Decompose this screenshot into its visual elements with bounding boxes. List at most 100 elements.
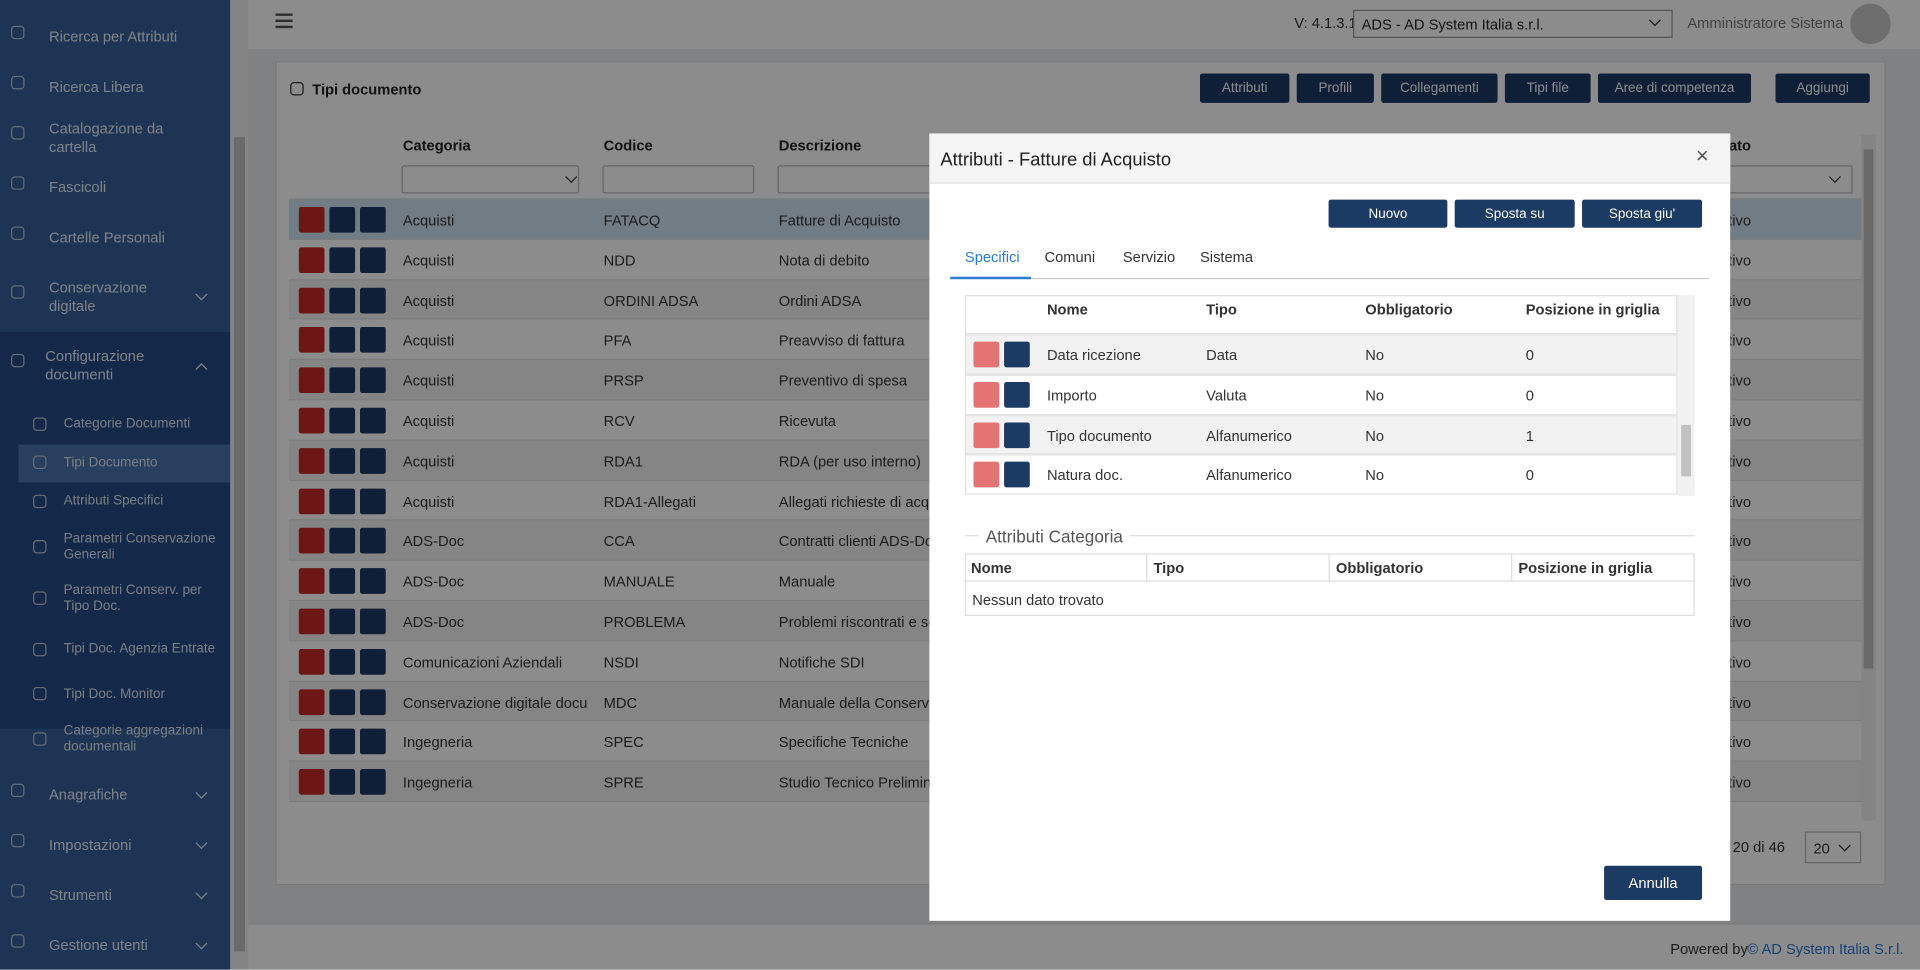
row-action[interactable]	[360, 206, 386, 233]
row-action[interactable]	[360, 528, 386, 554]
row-action[interactable]	[329, 488, 356, 514]
row-action[interactable]	[329, 327, 356, 354]
page-size[interactable]: 20	[1804, 831, 1862, 864]
column-filter[interactable]	[602, 165, 755, 194]
submenu-item[interactable]: Tipi Doc. Monitor	[63, 686, 165, 702]
row-action[interactable]	[298, 447, 325, 474]
modal-button[interactable]: Nuovo	[1328, 199, 1448, 228]
tab[interactable]: Specifici	[964, 248, 1020, 266]
row-action[interactable]	[298, 488, 325, 514]
row-delete[interactable]	[973, 421, 1000, 448]
menu-item[interactable]: Ricerca per Attributi	[48, 28, 178, 46]
row-action[interactable]	[298, 648, 325, 675]
row-edit[interactable]	[1004, 421, 1030, 448]
cell: NDD	[603, 251, 636, 270]
menu-item[interactable]: Configurazione documenti	[45, 347, 145, 384]
row-action[interactable]	[329, 247, 356, 273]
company-select[interactable]: ADS - AD System Italia s.r.l.	[1353, 9, 1673, 38]
row-action[interactable]	[360, 247, 386, 273]
add-button[interactable]: Aggiungi	[1775, 73, 1870, 103]
menu-item[interactable]: Ricerca Libera	[48, 78, 144, 96]
row-action[interactable]	[298, 769, 325, 795]
menu-item[interactable]: Anagrafiche	[48, 786, 128, 804]
row-action[interactable]	[329, 729, 356, 755]
cancel-button[interactable]: Annulla	[1604, 865, 1703, 901]
row-action[interactable]	[298, 528, 325, 554]
row-action[interactable]	[360, 648, 386, 675]
column-header[interactable]: Descrizione	[778, 137, 862, 155]
column-filter[interactable]	[777, 165, 949, 194]
row-action[interactable]	[298, 608, 325, 635]
row-action[interactable]	[298, 688, 325, 715]
row-action[interactable]	[329, 568, 356, 595]
grid-cell: 0	[1525, 467, 1534, 485]
submenu-item[interactable]: Tipi Documento	[63, 455, 158, 470]
row-action[interactable]	[298, 367, 325, 394]
row-action[interactable]	[298, 729, 325, 755]
submenu-item[interactable]: Categorie aggregazioni documentali	[63, 723, 203, 755]
row-action[interactable]	[360, 769, 386, 795]
row-action[interactable]	[329, 407, 356, 434]
action-button[interactable]: Aree di competenza	[1597, 73, 1752, 103]
tab[interactable]: Comuni	[1044, 248, 1096, 266]
row-edit[interactable]	[1004, 381, 1030, 408]
action-button[interactable]: Attributi	[1200, 73, 1290, 103]
row-action[interactable]	[360, 568, 386, 595]
submenu-item[interactable]: Attributi Specifici	[63, 493, 164, 509]
row-action[interactable]	[360, 447, 386, 474]
row-action[interactable]	[329, 528, 356, 554]
row-action[interactable]	[329, 287, 356, 313]
action-button[interactable]: Collegamenti	[1381, 73, 1498, 103]
column-header[interactable]: Codice	[603, 137, 653, 155]
menu-item[interactable]: Impostazioni	[48, 836, 132, 854]
menu-item[interactable]: Gestione utenti	[48, 936, 148, 954]
menu-item[interactable]: Strumenti	[48, 886, 112, 904]
row-action[interactable]	[329, 447, 356, 474]
menu-item[interactable]: Fascicoli	[48, 178, 107, 196]
close-button[interactable]: ×	[1695, 143, 1709, 168]
row-action[interactable]	[298, 568, 325, 595]
tab[interactable]: Sistema	[1200, 248, 1254, 266]
row-edit[interactable]	[1004, 462, 1030, 488]
column-header[interactable]: Categoria	[402, 137, 471, 155]
row-action[interactable]	[360, 407, 386, 434]
modal-button[interactable]: Sposta su	[1454, 199, 1575, 228]
modal-button[interactable]: Sposta giu'	[1582, 199, 1703, 228]
row-action[interactable]	[360, 287, 386, 313]
row-edit[interactable]	[1004, 341, 1030, 368]
row-action[interactable]	[329, 648, 356, 675]
row-action[interactable]	[360, 729, 386, 755]
row-action[interactable]	[298, 287, 325, 313]
row-action[interactable]	[360, 688, 386, 715]
menu-item[interactable]: Catalogazione da cartella	[48, 119, 164, 155]
submenu-item[interactable]: Tipi Doc. Agenzia Entrate	[63, 641, 216, 657]
tab[interactable]: Servizio	[1122, 248, 1176, 266]
action-button[interactable]: Profili	[1296, 73, 1374, 103]
row-action[interactable]	[329, 608, 356, 635]
row-action[interactable]	[329, 688, 356, 715]
row-delete[interactable]	[973, 341, 1000, 368]
row-action[interactable]	[298, 206, 325, 233]
row-action[interactable]	[360, 488, 386, 514]
row-action[interactable]	[298, 407, 325, 434]
action-button[interactable]: Tipi file	[1504, 73, 1591, 103]
row-delete[interactable]	[973, 462, 1000, 488]
submenu-item[interactable]: Parametri Conserv. per Tipo Doc.	[63, 582, 202, 613]
row-action[interactable]	[329, 206, 356, 233]
row-action[interactable]	[298, 247, 325, 273]
row-action[interactable]	[298, 327, 325, 354]
menu-item[interactable]: Cartelle Personali	[48, 228, 165, 247]
submenu-item[interactable]: Categorie Documenti	[63, 416, 191, 432]
row-delete[interactable]	[973, 381, 1000, 408]
stato-filter[interactable]	[1720, 165, 1853, 194]
footer-link[interactable]: © AD System Italia S.r.l.	[1747, 940, 1904, 958]
grid-header	[964, 295, 1678, 335]
row-action[interactable]	[360, 327, 386, 354]
row-action[interactable]	[360, 608, 386, 635]
column-filter[interactable]	[401, 165, 580, 194]
submenu-item[interactable]: Parametri Conservazione Generali	[63, 530, 216, 562]
row-action[interactable]	[329, 367, 356, 394]
row-action[interactable]	[360, 367, 386, 394]
row-action[interactable]	[329, 769, 356, 795]
menu-item[interactable]: Conservazione digitale	[48, 279, 147, 315]
